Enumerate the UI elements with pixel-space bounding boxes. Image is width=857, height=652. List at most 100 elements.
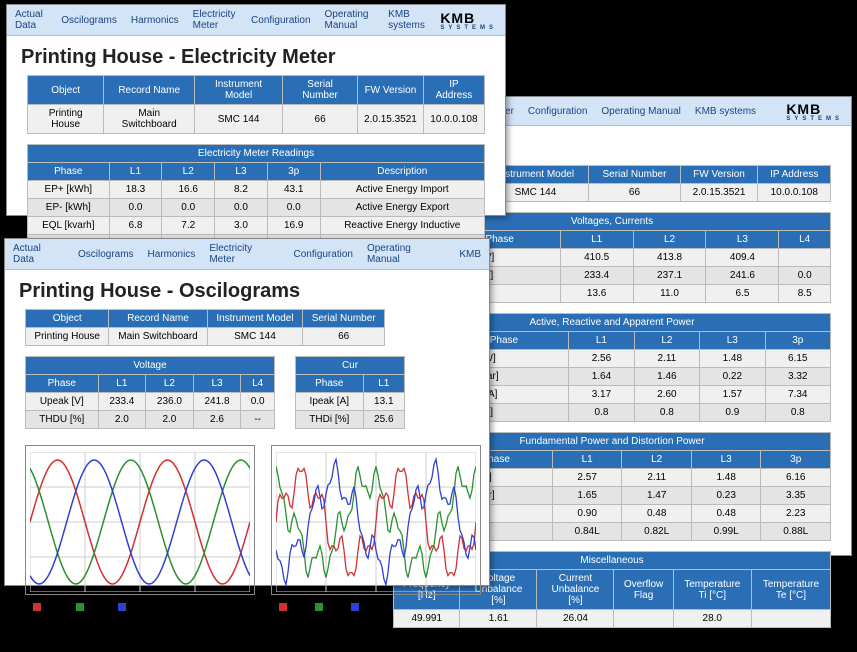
col-header: L4 [241, 375, 275, 393]
legend-item: U1 [33, 602, 66, 612]
cell: 2.56 [569, 350, 634, 368]
cell: 3.0 [215, 217, 268, 235]
col-header: 3p [267, 163, 320, 181]
cell: Reactive Energy Inductive [320, 217, 484, 235]
cell: 66 [283, 105, 358, 134]
cell: 6.5 [706, 285, 779, 303]
cell: THDU [%] [26, 411, 99, 429]
col-header: Record Name [109, 310, 207, 328]
legend-item: 1 [279, 602, 305, 612]
menu-harmonics[interactable]: Harmonics [148, 249, 196, 260]
menu-kmb-systems[interactable]: KMB systems [695, 106, 756, 117]
col-header: L2 [633, 231, 706, 249]
cell: 13.6 [560, 285, 633, 303]
cell: 7.34 [765, 386, 830, 404]
cell: 1.65 [552, 487, 622, 505]
cell: 0.0 [241, 393, 275, 411]
cell: -- [241, 411, 275, 429]
cell: 8.2 [215, 181, 268, 199]
table-row: Ipeak [A]13.1 [296, 393, 405, 411]
cell: 2.60 [634, 386, 699, 404]
cell: 2.6 [193, 411, 241, 429]
cell: EP+ [kWh] [28, 181, 110, 199]
col-header: L2 [146, 375, 194, 393]
cell: 16.9 [267, 217, 320, 235]
cell: 11.0 [633, 285, 706, 303]
menu-kmb[interactable]: KMB [459, 249, 481, 260]
menu-configuration[interactable]: Configuration [528, 106, 587, 117]
col-header: FW Version [680, 166, 758, 184]
col-header: 3p [761, 451, 831, 469]
cell: 6.16 [761, 469, 831, 487]
logo: KMBSYSTEMS [786, 101, 843, 121]
cell: 237.1 [633, 267, 706, 285]
col-header: 3p [765, 332, 830, 350]
col-header: Serial Number [303, 310, 385, 328]
cell: 13.1 [363, 393, 404, 411]
col-header: L3 [691, 451, 761, 469]
col-header: Record Name [104, 76, 195, 105]
legend-item: 2 [315, 602, 341, 612]
cell: 2.0.15.3521 [358, 105, 424, 134]
cell: Printing House [28, 105, 104, 134]
menu-configuration[interactable]: Configuration [293, 249, 352, 260]
cell: 233.4 [560, 267, 633, 285]
cell: 0.82L [622, 523, 692, 541]
cell: 26.04 [537, 610, 614, 628]
cell: 16.6 [162, 181, 215, 199]
cell: 8.5 [779, 285, 831, 303]
window-oscilograms: Actual Data Oscilograms Harmonics Electr… [4, 238, 490, 586]
menu-configuration[interactable]: Configuration [251, 15, 310, 26]
cell: EP- [kWh] [28, 199, 110, 217]
cell: 0.22 [700, 368, 765, 386]
table-row: EP+ [kWh]18.316.68.243.1Active Energy Im… [28, 181, 485, 199]
menu-operating-manual[interactable]: Operating Manual [601, 106, 681, 117]
table-row: Upeak [V]233.4236.0241.80.0 [26, 393, 275, 411]
col-header: Object [28, 76, 104, 105]
menu-electricity-meter[interactable]: Electricity Meter [209, 243, 279, 265]
logo: KMBSYSTEMS [440, 10, 497, 30]
col-header: Overflow Flag [614, 570, 673, 610]
menu-kmb-systems[interactable]: KMB systems [388, 9, 426, 31]
current-legend: 123 [271, 598, 481, 613]
cell: Active Energy Export [320, 199, 484, 217]
menu-oscilograms[interactable]: Oscilograms [61, 15, 117, 26]
voltage-table: VoltagePhaseL1L2L3L4 Upeak [V]233.4236.0… [25, 356, 275, 429]
cell: 236.0 [146, 393, 194, 411]
cell: 2.57 [552, 469, 622, 487]
cell: SMC 144 [207, 328, 303, 346]
cell: 1.57 [700, 386, 765, 404]
cell: 0.9 [700, 404, 765, 422]
menu-operating-manual[interactable]: Operating Manual [325, 9, 375, 31]
col-header: L3 [700, 332, 765, 350]
cell: 3.32 [765, 368, 830, 386]
cell: 6.15 [765, 350, 830, 368]
menu-oscilograms[interactable]: Oscilograms [78, 249, 134, 260]
cell: 1.46 [634, 368, 699, 386]
menu-actual-data[interactable]: Actual Data [13, 243, 64, 265]
current-table: CurPhaseL1 Ipeak [A]13.1THDi [%]25.6 [295, 356, 405, 429]
menu-harmonics[interactable]: Harmonics [131, 15, 179, 26]
menu-operating-manual[interactable]: Operating Manual [367, 243, 445, 265]
col-header: L2 [634, 332, 699, 350]
page-title: Printing House - Oscilograms [5, 270, 489, 309]
menubar: Actual Data Oscilograms Harmonics Electr… [7, 5, 505, 36]
col-header: L1 [98, 375, 146, 393]
cell: 6.8 [109, 217, 162, 235]
cell: 0.48 [622, 505, 692, 523]
table-row: THDU [%]2.02.02.6-- [26, 411, 275, 429]
cell: 2.11 [622, 469, 692, 487]
page-title: Printing House - Electricity Meter [7, 36, 505, 75]
cell: 25.6 [363, 411, 404, 429]
current-chart [271, 445, 481, 595]
col-header: L1 [569, 332, 634, 350]
col-header: L1 [109, 163, 162, 181]
cell: 18.3 [109, 181, 162, 199]
cell: SMC 144 [195, 105, 283, 134]
menu-electricity-meter[interactable]: Electricity Meter [193, 9, 237, 31]
cell: 28.0 [673, 610, 751, 628]
cell: 2.0.15.3521 [680, 184, 758, 202]
table-row: EQL [kvarh]6.87.23.016.9Reactive Energy … [28, 217, 485, 235]
menu-actual-data[interactable]: Actual Data [15, 9, 47, 31]
cell: 1.64 [569, 368, 634, 386]
